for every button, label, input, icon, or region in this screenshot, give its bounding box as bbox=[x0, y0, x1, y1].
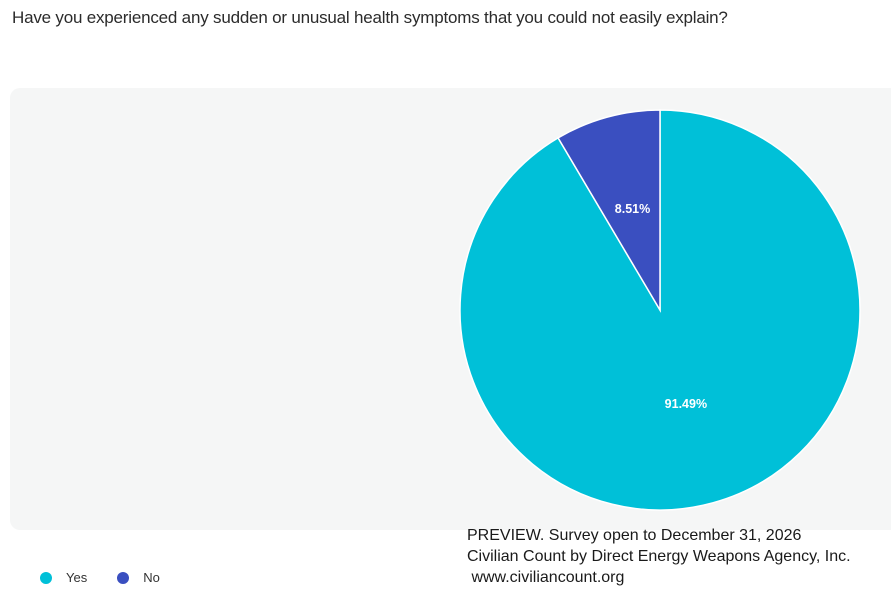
watermark-line-1: PREVIEW. Survey open to December 31, 202… bbox=[467, 527, 802, 544]
question-title: Have you experienced any sudden or unusu… bbox=[12, 8, 728, 27]
pie-label-no: 8.51% bbox=[615, 202, 650, 216]
preview-watermark: PREVIEW. Survey open to December 31, 202… bbox=[467, 525, 851, 588]
chart-legend: Yes No bbox=[40, 570, 160, 585]
legend-swatch-yes bbox=[40, 571, 52, 584]
watermark-line-3: www.civiliancount.org bbox=[467, 569, 625, 586]
pie-label-yes: 91.49% bbox=[665, 397, 707, 411]
legend-item-no[interactable]: No bbox=[117, 570, 160, 585]
watermark-line-2: Civilian Count by Direct Energy Weapons … bbox=[467, 548, 851, 565]
legend-label-no: No bbox=[143, 570, 160, 585]
legend-item-yes[interactable]: Yes bbox=[40, 570, 87, 585]
pie-slice-no[interactable] bbox=[557, 109, 661, 313]
legend-label-yes: Yes bbox=[66, 570, 88, 585]
legend-swatch-no bbox=[117, 571, 130, 584]
